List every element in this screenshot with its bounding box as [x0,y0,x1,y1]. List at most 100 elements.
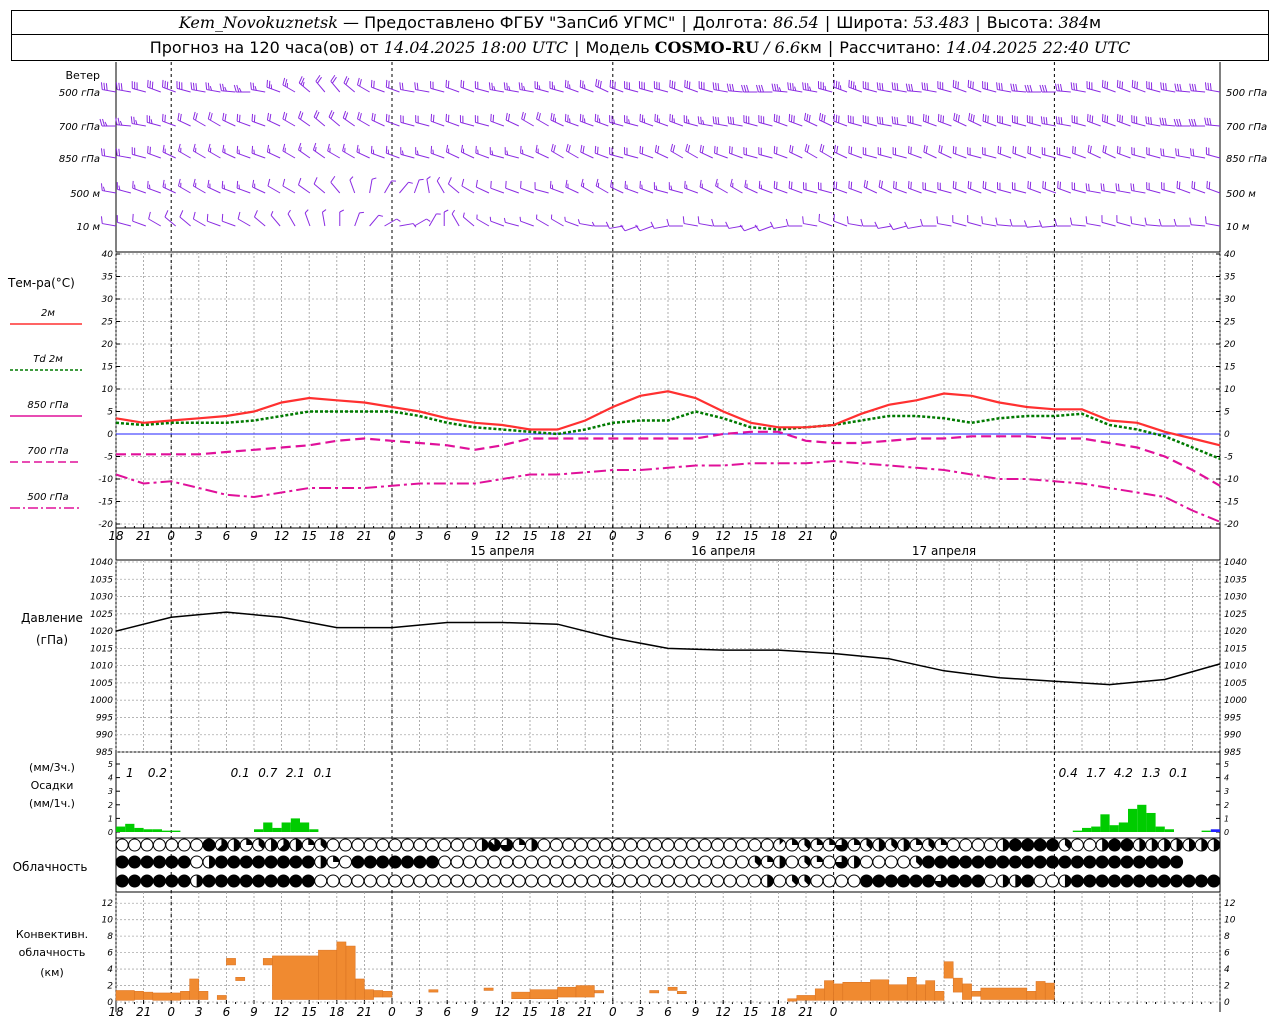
wind-barb-flag [102,118,105,127]
wind-barb-flag [300,77,305,85]
wind-barb-flag [518,82,521,90]
wind-barb-flag [773,113,776,122]
wind-barb-staff [207,220,221,227]
wind-barb [206,213,221,227]
cloud-symbol [735,855,749,869]
wind-barb [370,79,385,93]
cloud-symbol [1170,838,1184,852]
wind-barb-flag [209,113,213,121]
temp-legend-label: 500 гПа [27,492,68,503]
cloud-symbol [599,855,613,869]
wind-barb [503,217,519,227]
wind-barb-flag [599,80,602,89]
wind-barb-staff [282,185,296,194]
wind-barb-staff [237,218,251,227]
cloud-circle [177,838,191,852]
wind-barb-flag [430,145,433,154]
conv-bar [575,985,595,998]
cloud-fill [227,875,240,887]
wind-barb-flag [298,76,303,84]
wind-barb-flag [626,184,628,190]
wind-level-label-right: 850 гПа [1226,154,1267,165]
wind-barb-flag [99,118,103,127]
wind-barb-flag [1119,80,1121,89]
wind-barb [654,144,669,159]
cloud-symbol [698,838,712,852]
wind-barb [115,82,132,93]
temp-tick-label-right: 10 [1224,385,1236,395]
wind-barb [176,81,191,93]
wind-barb-flag [996,82,998,90]
cloud-circle [649,855,663,869]
wind-barb-flag [567,114,569,123]
cloud-circle [562,855,576,869]
wind-barb-flag [793,115,795,123]
cloud-fill [972,856,985,868]
wind-barb-flag [891,116,894,124]
cloud-fill [1034,856,1047,868]
time-tick-label: 0 [609,529,617,543]
precip-3h-label: 0.1 [1169,766,1188,780]
wind-barb-flag [595,78,598,87]
pressure-tick-label-right: 1030 [1224,593,1247,603]
wind-barb-flag [907,180,910,189]
wind-barb-flag [741,84,744,93]
wind-barb-staff [254,216,266,227]
wind-barb-flag [712,82,715,90]
cloud-symbol [934,874,948,888]
wind-barb-flag [1130,183,1133,191]
wind-barb-flag [339,209,345,213]
cloud-fill [1170,856,1183,868]
wind-barb-flag [192,111,196,120]
wind-barb [369,214,384,227]
wind-barb [451,209,460,227]
cloud-fill [1133,875,1146,887]
wind-barb-flag [314,146,317,152]
cloud-symbol [1182,838,1196,852]
wind-barb-flag [597,79,600,88]
cloud-fill [271,839,278,851]
wind-barb-flag [135,120,138,125]
wind-barb [1205,147,1221,159]
wind-barb-flag [818,112,822,121]
station-name: Kem_Novokuznetsk [178,13,338,32]
cloud-symbol [1170,855,1184,869]
time-tick-label: 18 [550,529,566,543]
wind-level-label-left: 10 м [77,222,101,233]
wind-barb-flag [149,80,151,89]
cloud-fill [1096,875,1109,887]
wind-barb-flag [610,179,613,188]
wind-barb-flag [221,180,224,189]
cloud-symbol [723,838,737,852]
wind-barb [342,110,355,127]
wind-barb-flag [1102,144,1105,153]
cloud-symbol [487,838,501,852]
time-tick-label: 9 [250,1005,258,1019]
wind-barb-staff [565,220,579,227]
wind-barb-staff [833,220,848,227]
wind-barb [490,113,505,127]
wind-barb-flag [1204,216,1207,224]
time-tick-label: 6 [443,529,451,543]
cloud-symbol [1170,874,1184,888]
wind-barb [130,116,146,127]
pressure-tick-label-right: 990 [1224,731,1241,741]
wind-barb-flag [981,216,983,224]
conv-bar [529,989,558,999]
wind-barb [862,115,877,127]
wind-barb-flag [635,224,641,232]
time-tick-label: 12 [274,1005,289,1019]
wind-barb [878,179,892,194]
time-tick-label: 12 [716,529,731,543]
wind-barb-flag [927,115,930,123]
wind-barb-flag [1024,84,1028,93]
wind-barb-flag [717,83,720,91]
wind-barb-staff [369,179,373,194]
wind-barb-flag [865,180,869,189]
cloud-fill [854,856,861,868]
wind-barb-flag [1173,218,1177,227]
wind-barb-flag [209,86,213,91]
cloud-circle [760,838,774,852]
wind-barb [754,224,773,232]
cloud-circle [140,838,154,852]
